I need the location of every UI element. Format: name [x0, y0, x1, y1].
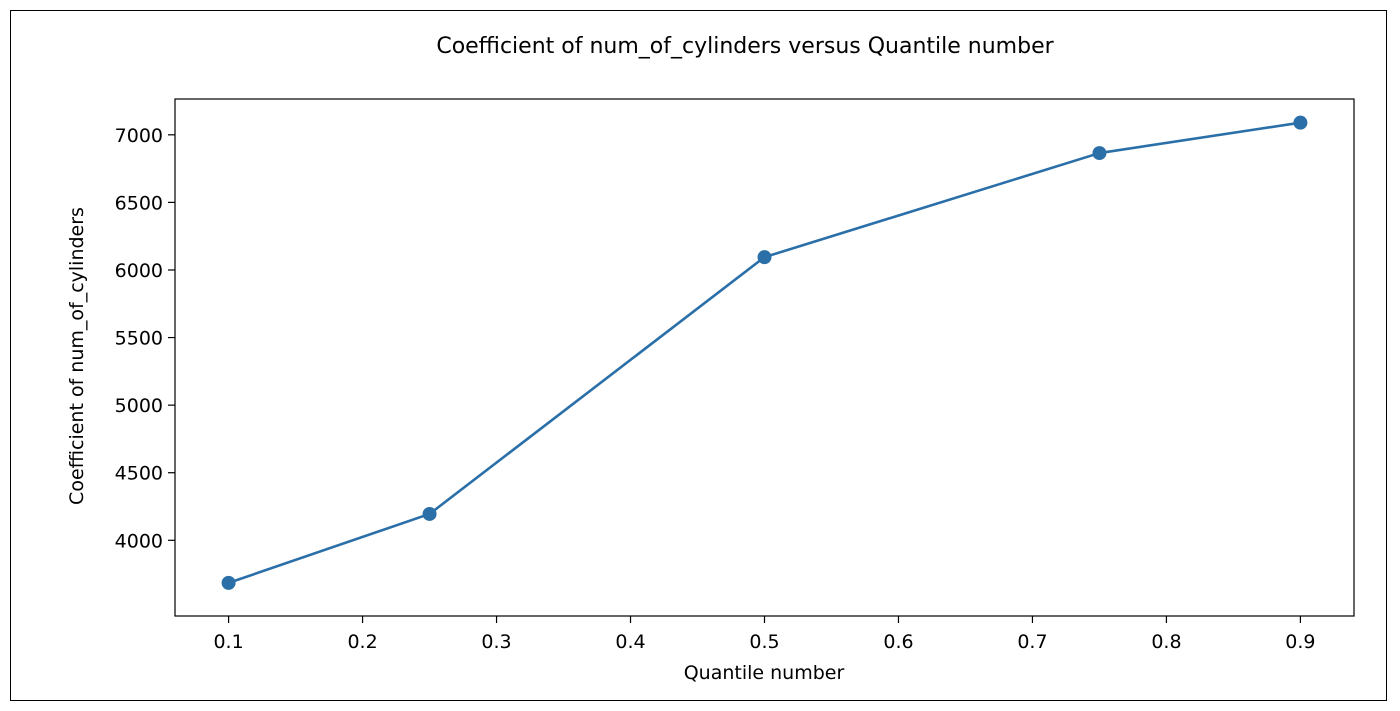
y-tick-label: 6500	[115, 192, 163, 214]
chart-canvas: Coefficient of num_of_cylinders versus Q…	[66, 34, 1355, 684]
data-point	[1293, 115, 1308, 130]
y-axis-ticks: 4000 4500 5000 5500 6000 6500 7000	[115, 125, 175, 552]
y-tick-label: 5500	[115, 328, 163, 350]
y-tick-label: 4500	[115, 463, 163, 485]
y-tick-label: 4000	[115, 530, 163, 552]
x-tick-label: 0.9	[1285, 631, 1315, 653]
y-tick-label: 5000	[115, 395, 163, 417]
series-line	[228, 121, 1301, 585]
data-point	[422, 506, 437, 521]
x-tick-label: 0.1	[213, 631, 243, 653]
data-point	[221, 575, 236, 590]
x-tick-label: 0.6	[883, 631, 913, 653]
y-axis-label: Coefficient of num_of_cylinders	[66, 207, 88, 505]
data-point	[757, 250, 772, 265]
x-tick-label: 0.3	[481, 631, 511, 653]
series-layer	[221, 115, 1308, 590]
x-axis-ticks: 0.1 0.2 0.3 0.4 0.5 0.6 0.7 0.8 0.9	[213, 616, 1316, 653]
x-tick-label: 0.7	[1017, 631, 1047, 653]
chart-title: Coefficient of num_of_cylinders versus Q…	[436, 34, 1054, 59]
y-tick-label: 7000	[115, 125, 163, 147]
x-tick-label: 0.2	[347, 631, 377, 653]
x-tick-label: 0.4	[615, 631, 645, 653]
x-tick-label: 0.5	[749, 631, 779, 653]
x-tick-label: 0.8	[1151, 631, 1181, 653]
data-point	[1092, 146, 1107, 161]
chart-frame: Coefficient of num_of_cylinders versus Q…	[10, 10, 1387, 701]
y-tick-label: 6000	[115, 260, 163, 282]
x-axis-label: Quantile number	[684, 662, 845, 684]
plot-area	[174, 98, 1355, 617]
